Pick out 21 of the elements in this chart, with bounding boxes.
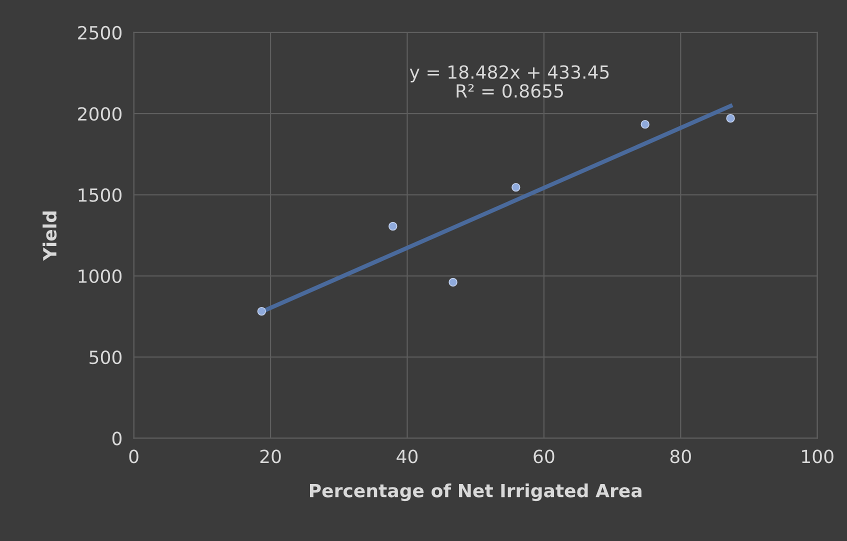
point [257,306,266,316]
point [640,120,650,129]
y-tick-label: 2000 [78,107,122,121]
y-tick-label: 1500 [78,188,122,202]
annotation: y = 18.482x + 433.45 R² = 0.8655 [410,65,609,98]
x-axis-title: Percentage of Net Irrigated Area [310,483,642,502]
x-tick-label: 40 [396,450,418,464]
y-tick-label: 2500 [78,26,122,40]
y-tick-label: 0 [112,432,122,446]
y-tick-label: 1000 [78,269,122,284]
point [512,182,520,192]
x-tick-label: 60 [534,450,554,464]
x-tick-label: 20 [260,450,281,464]
y-tick-label: 500 [90,350,122,364]
x-tick-label: 0 [129,450,138,464]
point [388,222,398,231]
point [448,278,458,287]
point [726,114,735,123]
y-axis-title: Yield [42,212,57,261]
x-tick-label: 80 [670,450,691,464]
x-tick-label: 100 [802,450,834,464]
